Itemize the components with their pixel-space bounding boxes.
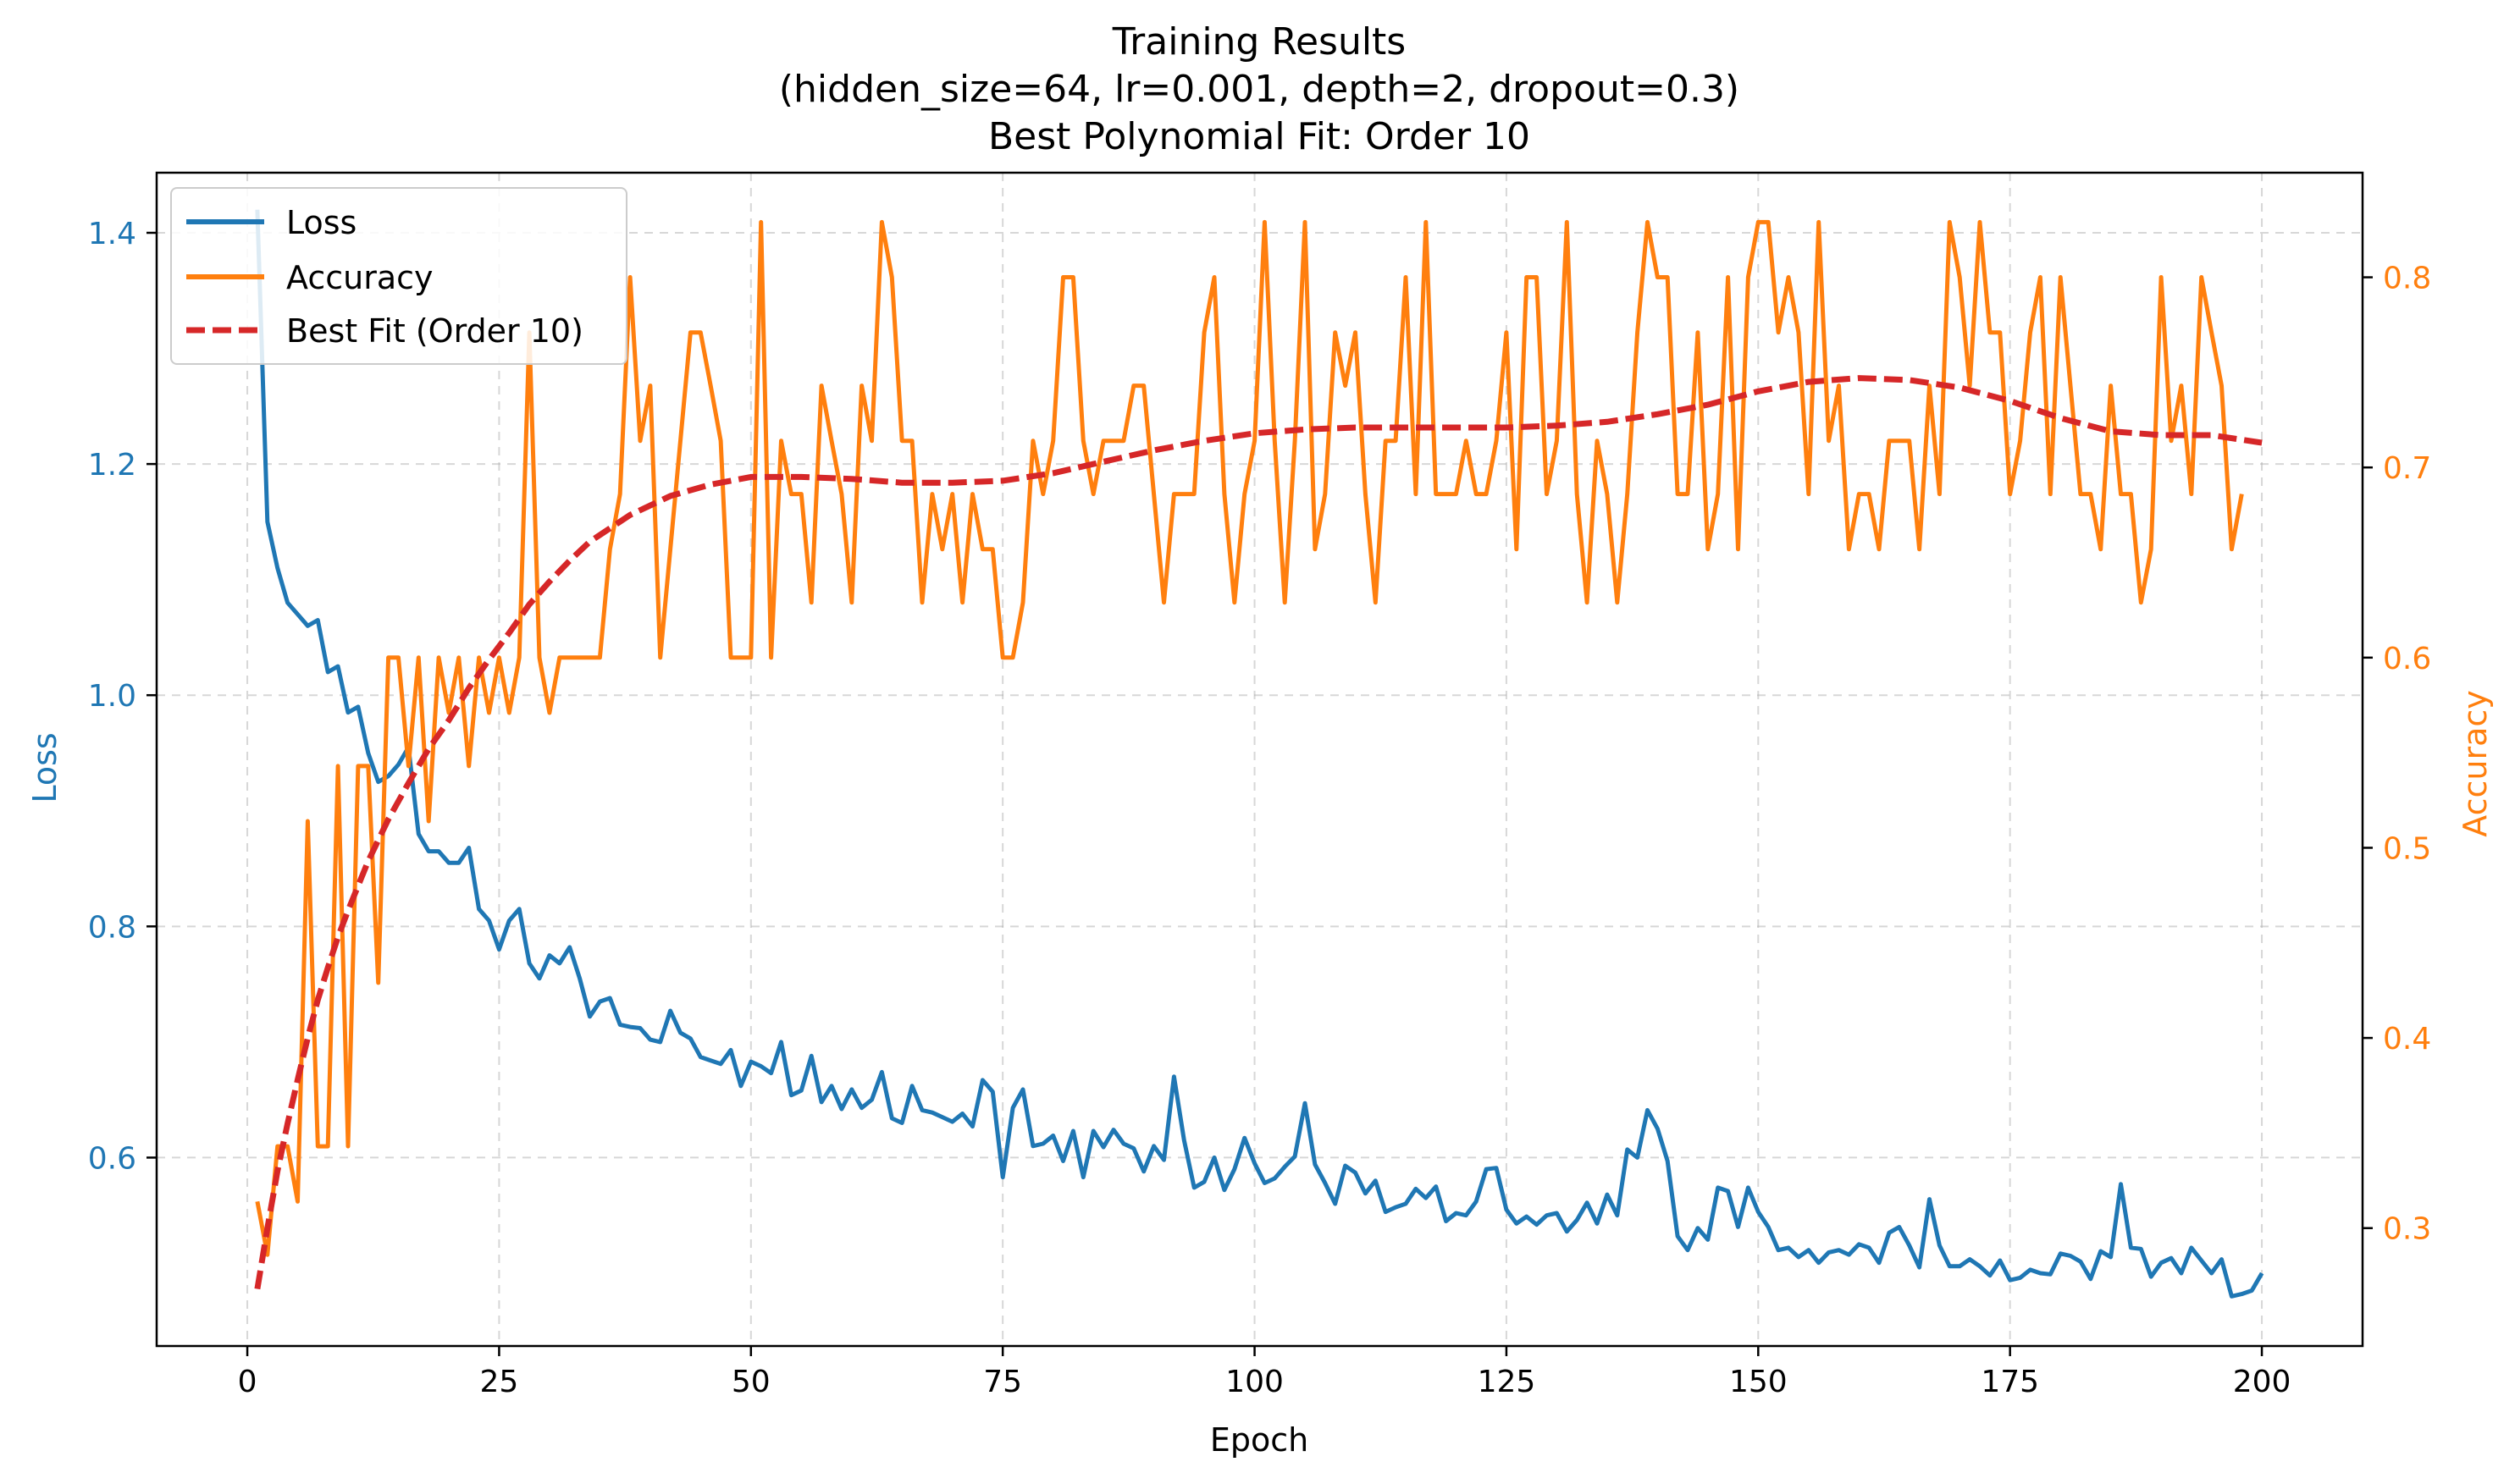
legend-box	[170, 187, 627, 365]
chart-title-line-3: Best Polynomial Fit: Order 10	[988, 115, 1530, 158]
x-tick-label-4: 100	[1225, 1365, 1284, 1399]
y-right-tick-label-4: 0.7	[2383, 451, 2431, 486]
y-left-tick-label-0: 0.6	[88, 1141, 136, 1176]
y-axis-right: 0.3 0.4 0.5 0.6 0.7 0.8	[2363, 262, 2431, 1247]
y-left-tick-label-1: 0.8	[88, 910, 136, 945]
legend-label-fit: Best Fit (Order 10)	[286, 312, 583, 350]
x-tick-label-3: 75	[983, 1365, 1022, 1399]
x-tick-label-8: 200	[2233, 1365, 2291, 1399]
chart-title-line-2: (hidden_size=64, lr=0.001, depth=2, drop…	[779, 68, 1739, 111]
y-axis-left-label: Loss	[26, 732, 64, 803]
y-right-tick-label-3: 0.6	[2383, 642, 2431, 676]
y-right-tick-label-1: 0.4	[2383, 1022, 2431, 1056]
x-tick-label-0: 0	[238, 1365, 257, 1399]
legend-label-accuracy: Accuracy	[286, 259, 434, 296]
x-axis: 0 25 50 75 100 125 150 175 200	[238, 1346, 2291, 1399]
x-tick-label-2: 50	[732, 1365, 771, 1399]
y-axis-right-label: Accuracy	[2457, 690, 2494, 837]
y-right-tick-label-2: 0.5	[2383, 831, 2431, 866]
legend-label-loss: Loss	[286, 204, 357, 241]
x-axis-label: Epoch	[1210, 1421, 1308, 1459]
x-tick-label-6: 150	[1729, 1365, 1788, 1399]
x-tick-label-1: 25	[480, 1365, 519, 1399]
plot-series	[254, 209, 2264, 1299]
y-left-tick-label-2: 1.0	[88, 679, 136, 714]
plot-area-frame	[155, 171, 2364, 1348]
y-axis-left: 0.6 0.8 1.0 1.2 1.4	[88, 217, 157, 1176]
y-left-tick-label-4: 1.4	[88, 217, 136, 251]
x-tick-label-7: 175	[1981, 1365, 2039, 1399]
series-line-accuracy	[255, 219, 2244, 1257]
chart-title-line-1: Training Results	[1112, 20, 1406, 63]
legend: Loss Accuracy Best Fit (Order 10)	[170, 187, 627, 365]
series-line-loss	[255, 209, 2264, 1299]
x-tick-label-5: 125	[1478, 1365, 1536, 1399]
y-left-tick-label-3: 1.2	[88, 448, 136, 483]
y-right-tick-label-5: 0.8	[2383, 262, 2431, 296]
y-right-tick-label-0: 0.3	[2383, 1212, 2431, 1247]
series-line-best-fit	[254, 375, 2263, 1290]
